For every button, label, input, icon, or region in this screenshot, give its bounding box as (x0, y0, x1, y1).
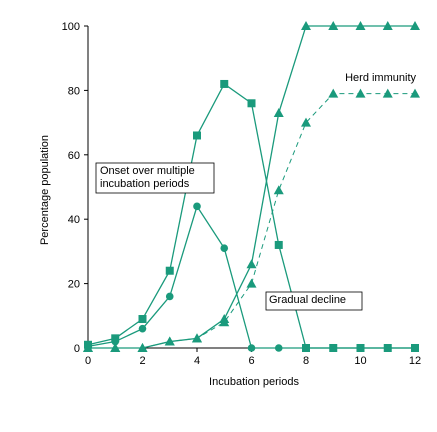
data-point (220, 79, 229, 88)
data-point (328, 21, 339, 30)
annotation-text: Gradual decline (269, 294, 346, 306)
series-line-0 (87, 83, 415, 349)
data-point (246, 278, 257, 288)
y-tick-label: 0 (74, 343, 80, 355)
x-tick-label: 10 (354, 355, 366, 367)
data-point (382, 88, 393, 98)
series-line-3 (88, 93, 415, 349)
data-point (301, 117, 311, 127)
data-point (165, 292, 174, 301)
data-point (301, 21, 311, 30)
data-point (328, 88, 339, 98)
x-tick-label: 2 (139, 355, 145, 367)
series-line-1 (87, 204, 415, 349)
data-point (274, 344, 283, 352)
data-point (356, 344, 365, 352)
x-axis-label: Incubation periods (209, 376, 299, 388)
data-point (138, 315, 147, 324)
data-point (83, 343, 93, 352)
data-point (382, 21, 393, 30)
y-tick-label: 40 (68, 214, 80, 226)
data-point (111, 337, 120, 346)
data-point (138, 324, 147, 333)
data-point (193, 202, 201, 211)
data-point (355, 88, 366, 98)
annotation-text: Herd immunity (345, 72, 416, 84)
data-point (165, 266, 174, 275)
data-point (355, 21, 366, 30)
x-tick-label: 0 (85, 355, 91, 367)
data-point (246, 259, 257, 269)
data-point (274, 240, 283, 249)
data-point (110, 343, 121, 352)
y-tick-label: 100 (62, 21, 80, 33)
data-point (273, 107, 284, 117)
data-point (247, 99, 256, 108)
data-point (273, 185, 284, 195)
data-point (164, 336, 175, 346)
x-tick-label: 8 (303, 355, 309, 367)
data-point (137, 343, 148, 352)
data-point (247, 344, 256, 352)
annotation-box (95, 162, 215, 194)
data-point (220, 244, 229, 252)
annotation-text: Onset over multiple (100, 165, 195, 177)
x-tick-label: 4 (194, 355, 200, 367)
data-point (193, 131, 201, 140)
data-point (192, 333, 202, 343)
annotation-text: incubation periods (100, 178, 190, 190)
y-axis-label: Percentage population (39, 135, 51, 245)
x-tick-label: 6 (248, 355, 254, 367)
data-point (410, 21, 420, 30)
y-tick-label: 20 (68, 279, 80, 291)
data-point (410, 88, 420, 98)
x-tick-label: 12 (409, 355, 421, 367)
data-point (302, 344, 310, 352)
y-tick-label: 60 (68, 150, 80, 162)
annotation-box (265, 291, 363, 311)
data-point (383, 344, 392, 352)
y-tick-label: 80 (68, 85, 80, 97)
data-point (219, 317, 230, 327)
data-point (411, 344, 419, 352)
data-point (329, 344, 338, 352)
